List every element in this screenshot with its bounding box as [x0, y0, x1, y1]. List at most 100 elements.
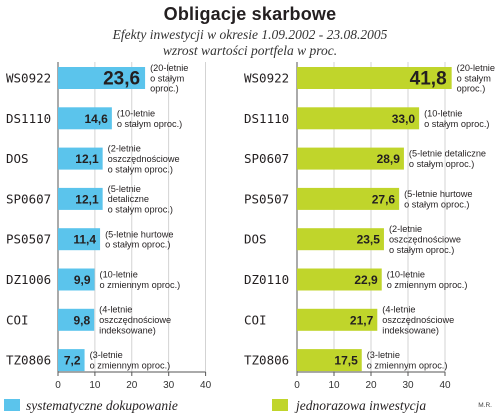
right-category-label: DZ0110 [244, 272, 289, 287]
left-bar [58, 349, 85, 372]
right-value-label: 23,5 [357, 233, 381, 247]
left-note-label: o stałym oproc.) [108, 205, 173, 215]
left-category-label: WS0922 [6, 71, 51, 86]
left-category-label: COI [6, 312, 29, 327]
right-legend-label: jednorazowa inwestycja [294, 398, 426, 413]
right-category-label: DS1110 [244, 111, 289, 126]
left-bar [58, 67, 146, 89]
right-note-label: (5-letnie hurtowe [404, 189, 472, 199]
right-bar [297, 107, 420, 130]
right-value-label: 41,8 [410, 69, 447, 90]
left-note-label: (3-letnie [90, 350, 123, 360]
page-title: Obligacje skarbowe [163, 4, 337, 24]
left-note-label: o zmiennym oproc.) [90, 361, 171, 371]
right-note-label: (4-letnie [382, 305, 415, 315]
left-note-label: (10-letnie [117, 108, 155, 118]
left-value-label: 7,2 [64, 354, 81, 368]
left-note-label: o stałym oproc.) [117, 119, 182, 129]
subtitle-line-1: Efekty inwestycji w okresie 1.09.2002 - … [112, 27, 388, 42]
left-category-label: DS1110 [6, 111, 51, 126]
left-note-label: (20-letnie [150, 63, 188, 73]
left-value-label: 11,4 [73, 233, 96, 247]
left-note-label: oszczędnościowe [99, 315, 171, 325]
right-value-label: 17,5 [334, 354, 358, 368]
right-note-label: o zmiennym oproc.) [387, 280, 468, 290]
right-note-label: indeksowane) [382, 326, 439, 336]
left-category-label: TZ0806 [6, 353, 51, 368]
left-tick-label: 10 [89, 380, 101, 391]
right-note-label: o stałym [457, 73, 492, 83]
right-tick-label: 30 [402, 380, 414, 391]
left-category-label: SP0607 [6, 191, 51, 206]
left-tick-label: 0 [55, 380, 61, 391]
left-category-label: PS0507 [6, 232, 51, 247]
left-bar [58, 268, 95, 291]
right-category-label: TZ0806 [244, 353, 289, 368]
right-bar [297, 147, 404, 170]
right-bar [297, 228, 384, 251]
left-bar [58, 147, 103, 170]
right-tick-label: 20 [365, 380, 377, 391]
left-value-label: 23,6 [103, 69, 140, 90]
credit-text: M.R. [478, 402, 492, 409]
right-tick-label: 10 [328, 380, 340, 391]
right-bar [297, 349, 362, 372]
right-note-label: oszczędnościowe [382, 315, 454, 325]
right-note-label: (20-letnie [457, 63, 495, 73]
left-legend-label: systematyczne dokupowanie [26, 398, 178, 413]
right-note-label: (3-letnie [367, 350, 400, 360]
left-value-label: 12,1 [75, 192, 99, 206]
left-tick-label: 30 [163, 380, 175, 391]
right-note-label: oproc.) [457, 84, 486, 94]
left-note-label: o stałym oproc.) [108, 164, 173, 174]
left-category-label: DOS [6, 151, 29, 166]
right-note-label: (2-letnie [389, 224, 422, 234]
right-value-label: 22,9 [354, 273, 378, 287]
right-bar [297, 308, 378, 331]
right-note-label: o stałym oproc.) [424, 119, 489, 129]
left-note-label: (5-letnie hurtowe [105, 229, 173, 239]
left-note-label: oproc.) [150, 84, 179, 94]
left-bar [58, 107, 112, 130]
left-note-label: o stałym oproc.) [105, 240, 170, 250]
left-bar [58, 228, 101, 251]
left-note-label: o stałym [150, 73, 185, 83]
left-note-label: (4-letnie [99, 305, 132, 315]
right-value-label: 33,0 [392, 112, 416, 126]
left-note-label: oszczędnościowe [108, 154, 180, 164]
left-tick-label: 20 [126, 380, 138, 391]
left-note-label: (2-letnie [108, 144, 141, 154]
left-bar [58, 308, 95, 331]
right-value-label: 27,6 [372, 192, 396, 206]
right-note-label: o stałym oproc.) [409, 159, 474, 169]
subtitle-line-2: wzrost wartości portfela w proc. [162, 43, 338, 58]
left-value-label: 9,8 [73, 313, 90, 327]
right-category-label: PS0507 [244, 191, 289, 206]
left-note-label: detaliczne [108, 194, 149, 204]
right-bar [297, 268, 382, 291]
right-note-label: (10-letnie [424, 108, 462, 118]
right-value-label: 21,7 [350, 313, 374, 327]
left-note-label: o zmiennym oproc.) [100, 280, 181, 290]
right-category-label: DOS [244, 232, 267, 247]
right-tick-label: 0 [294, 380, 300, 391]
left-value-label: 12,1 [75, 152, 99, 166]
right-note-label: o stałym oproc.) [404, 199, 469, 209]
left-note-label: (5-letnie [108, 184, 141, 194]
right-note-label: (10-letnie [387, 270, 425, 280]
left-legend-swatch [4, 399, 20, 411]
right-value-label: 28,9 [377, 152, 401, 166]
right-bar [297, 187, 400, 210]
left-note-label: indeksowane) [99, 326, 156, 336]
left-category-label: DZ1006 [6, 272, 51, 287]
left-value-label: 14,6 [85, 112, 109, 126]
left-note-label: (10-letnie [100, 270, 138, 280]
right-note-label: (5-letnie detaliczne [409, 149, 486, 159]
right-category-label: WS0922 [244, 71, 289, 86]
right-tick-label: 40 [439, 380, 451, 391]
right-category-label: SP0607 [244, 151, 289, 166]
right-legend-swatch [272, 399, 288, 411]
left-value-label: 9,9 [74, 273, 91, 287]
left-tick-label: 40 [200, 380, 212, 391]
right-bar [297, 67, 452, 89]
